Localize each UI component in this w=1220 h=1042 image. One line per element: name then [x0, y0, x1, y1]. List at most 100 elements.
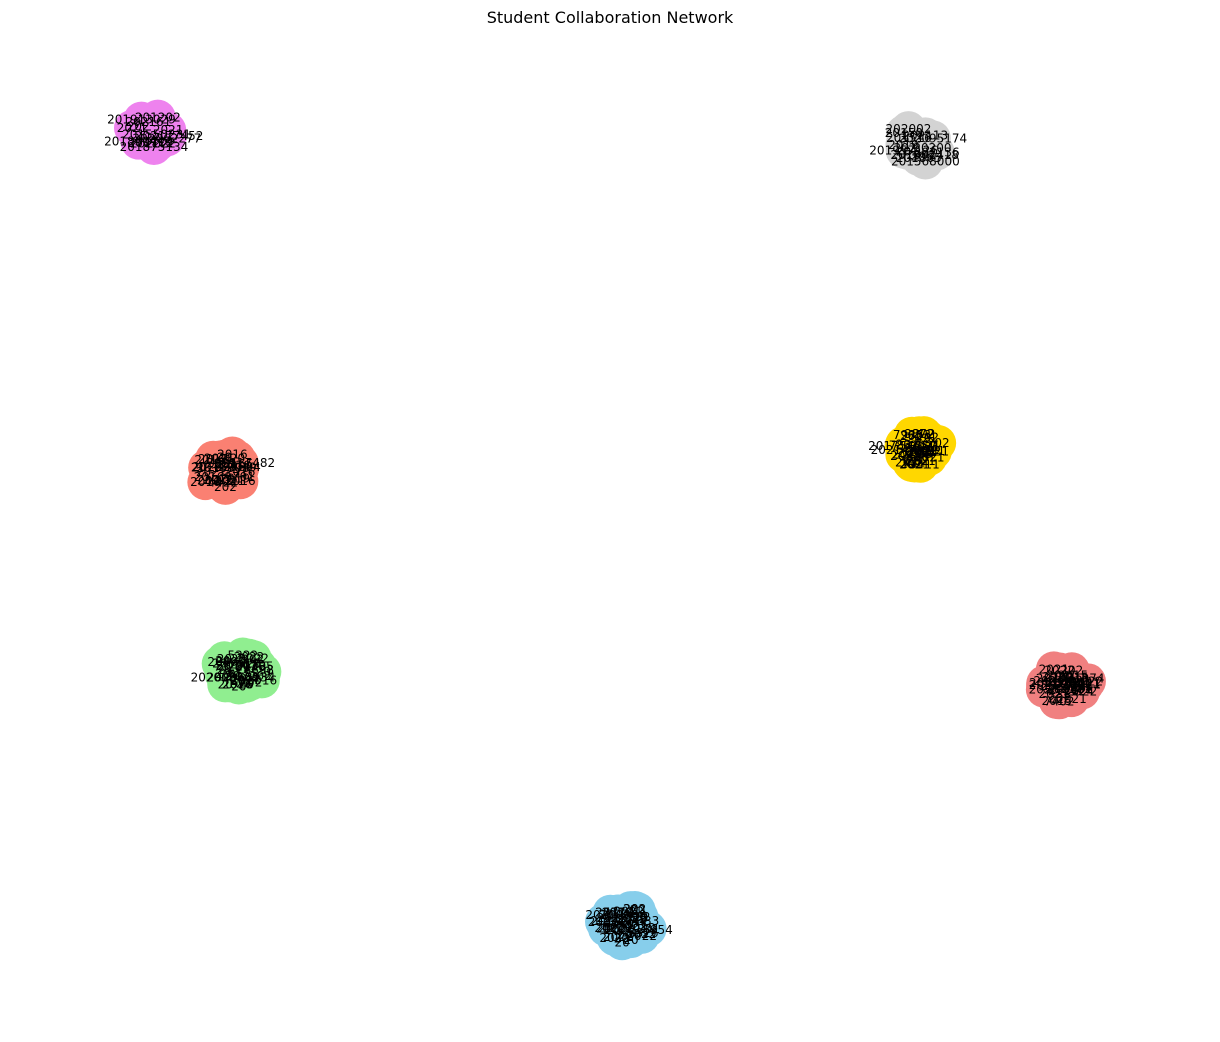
node-label: 202 [927, 436, 950, 450]
node-label: 2021 [1029, 676, 1060, 690]
node-label: 7402 [1044, 694, 1075, 708]
node-label: 20 [225, 669, 240, 683]
node-label: 2021 [907, 431, 938, 445]
node-label: 202117482 [206, 456, 275, 470]
node-label: 20 [598, 921, 613, 935]
node-label: 2021 [1046, 669, 1077, 683]
node-label: 2018 [229, 657, 260, 671]
node-label: 2016 [220, 459, 251, 473]
node-label: 20 [230, 451, 245, 465]
node-label: 201568000 [891, 155, 960, 169]
cluster-salmon: 2021174822021202120212016520162019442220… [187, 436, 275, 505]
node-label: 202095174 [898, 131, 967, 145]
node-label: 201913029 [107, 113, 176, 127]
cluster-violet: 2018751342019130292020622772017722021612… [104, 99, 204, 166]
node-label: 2021 [899, 458, 930, 472]
node-label: 2021 [895, 455, 926, 469]
node-label: 2021 [890, 449, 921, 463]
node-label: 20 [617, 928, 632, 942]
node-label: 5461 [1062, 682, 1093, 696]
node-lightgreen[interactable] [223, 659, 260, 696]
node-label: 2017 [230, 673, 261, 687]
node-salmon[interactable] [208, 448, 245, 485]
node-label: 2021 [905, 454, 936, 468]
node-label: 2017 [595, 906, 626, 920]
node-label: 2022 [603, 930, 634, 944]
node-label: 201850713 [104, 135, 173, 149]
node-lightgray[interactable] [906, 136, 943, 173]
node-label: 2020 [1029, 683, 1060, 697]
node-label: 202 [127, 119, 150, 133]
node-label: 20 [230, 674, 245, 688]
node-label: 201395 [228, 660, 274, 674]
node-label: 2019 [888, 138, 919, 152]
node-label: 7837 [889, 439, 920, 453]
node-label: 2022 [616, 912, 647, 926]
node-label: 201202 [135, 111, 181, 125]
node-label: 2021 [196, 465, 227, 479]
node-label: 20150 [885, 126, 923, 140]
node-label: 201550231 [122, 127, 191, 141]
node-label: 6698 [243, 663, 274, 677]
node-label: 2022 [617, 919, 648, 933]
node-label: 2021 [914, 451, 945, 465]
node-label: 20 [215, 667, 230, 681]
node-label: 2022 [599, 931, 630, 945]
node-label: 20 [222, 677, 237, 691]
node-label: 2017 [198, 452, 229, 466]
node-label: 202 [906, 454, 929, 468]
node-label: 2016 [190, 475, 221, 489]
node-label: 2022 [228, 669, 259, 683]
node-lightcoral[interactable] [1052, 660, 1089, 697]
node-label: 20 [256, 665, 271, 679]
node-label: 2021 [1048, 683, 1079, 697]
node-label: 2022 [1067, 684, 1098, 698]
node-label: 20 [231, 652, 246, 666]
node-label: 20 [246, 656, 261, 670]
node-label: 201907633 [591, 914, 660, 928]
node-label: 20169701 [194, 470, 255, 484]
node-label: 202181 [1046, 682, 1092, 696]
node-violet[interactable] [120, 123, 157, 160]
node-label: 2024 [1064, 684, 1095, 698]
node-label: 202 [214, 480, 237, 494]
node-label: 2019 [602, 906, 633, 920]
node-label: 201865 [896, 151, 942, 165]
node-label: 2021 [1039, 662, 1070, 676]
cluster-gold: 2017540572019201920278372021202120212021… [868, 416, 957, 483]
node-label: 2016803 [196, 461, 249, 475]
node-gold[interactable] [886, 432, 923, 469]
node-label: 5826 [628, 926, 659, 940]
node-label: 2016 [217, 448, 248, 462]
node-label: 2021 [117, 121, 148, 135]
node-label: 202177452 [135, 129, 204, 143]
node-label: 20161 [194, 453, 232, 467]
node-label: 202113 [902, 128, 948, 142]
node-label: 20 [239, 678, 254, 692]
node-label: 8872 [904, 427, 935, 441]
node-label: 5322 [228, 648, 259, 662]
node-label: 202 [197, 473, 220, 487]
node-label: 5714 [603, 906, 634, 920]
node-skyblue[interactable] [606, 902, 643, 939]
node-label: 2019 [902, 448, 933, 462]
node-label: 2022 [598, 908, 629, 922]
node-label: 20 [623, 933, 638, 947]
node-label: 201802418 [890, 148, 959, 162]
node-label: 2016 [203, 473, 234, 487]
node-label: 202002 [886, 122, 932, 136]
node-label: 2021 [1060, 673, 1091, 687]
node-label: 2019 [897, 446, 928, 460]
diagram-title: Student Collaboration Network [486, 8, 734, 27]
node-label: 2022 [626, 929, 657, 943]
node-label: 202 [213, 457, 236, 471]
node-label: 202222 [130, 136, 176, 150]
node-label: 202229604 [192, 460, 261, 474]
node-label: 202 [249, 669, 272, 683]
node-label: 20 [633, 911, 648, 925]
node-label: 202147921 [871, 443, 940, 457]
node-label: 2021 [1029, 678, 1060, 692]
node-label: 2021 [1051, 670, 1082, 684]
node-label: 20 [896, 437, 911, 451]
